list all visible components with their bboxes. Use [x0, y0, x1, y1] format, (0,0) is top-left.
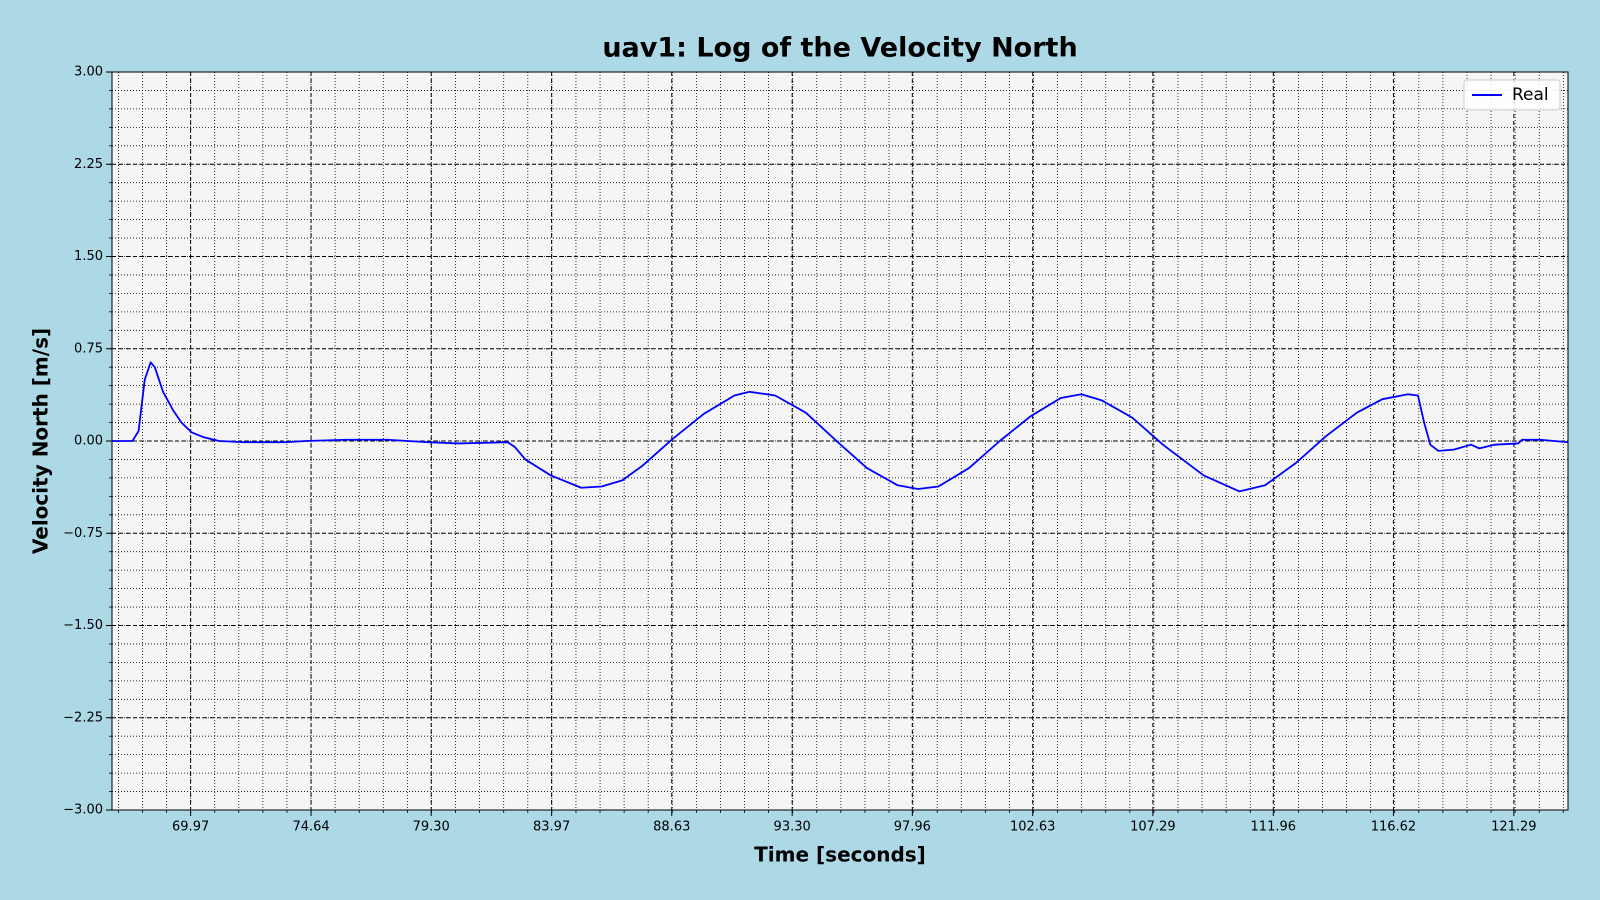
x-tick-label: 74.64 — [292, 820, 329, 835]
x-tick-label: 88.63 — [653, 820, 690, 835]
x-tick-label: 79.30 — [413, 820, 450, 835]
y-tick-label: −1.50 — [63, 618, 103, 633]
y-tick-label: 1.50 — [74, 249, 103, 264]
y-tick-label: 2.25 — [74, 157, 103, 172]
x-tick-label: 102.63 — [1010, 820, 1056, 835]
y-tick-label: 0.00 — [74, 434, 103, 449]
x-axis-label: Time [seconds] — [754, 843, 926, 867]
y-tick-label: −2.25 — [63, 710, 103, 725]
x-tick-label: 83.97 — [533, 820, 570, 835]
x-tick-label: 93.30 — [774, 820, 811, 835]
y-tick-label: −3.00 — [63, 803, 103, 818]
x-tick-label: 97.96 — [894, 820, 931, 835]
y-tick-label: 0.75 — [74, 341, 103, 356]
y-axis-label: Velocity North [m/s] — [29, 328, 53, 554]
chart-title: uav1: Log of the Velocity North — [602, 33, 1077, 64]
legend-box — [1463, 79, 1561, 111]
x-tick-label: 121.29 — [1491, 820, 1537, 835]
x-tick-label: 107.29 — [1130, 820, 1176, 835]
legend-label: Real — [1512, 85, 1549, 105]
x-tick-label: 69.97 — [172, 820, 209, 835]
x-tick-label: 116.62 — [1371, 820, 1417, 835]
data-line — [112, 361, 1569, 493]
y-tick-label: −0.75 — [63, 526, 103, 541]
y-tick-label: 3.00 — [74, 65, 103, 80]
plot-frame — [111, 71, 1569, 811]
x-tick-label: 111.96 — [1251, 820, 1297, 835]
